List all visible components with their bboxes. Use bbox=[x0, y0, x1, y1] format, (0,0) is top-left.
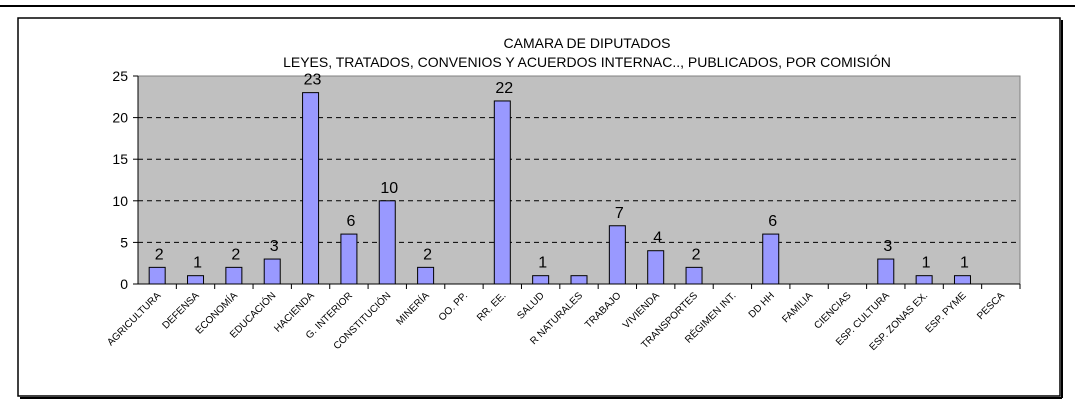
data-label: 3 bbox=[883, 238, 892, 255]
plot-area bbox=[137, 75, 1021, 285]
y-tick-label: 15 bbox=[112, 151, 128, 167]
bar bbox=[225, 266, 243, 285]
data-label: 1 bbox=[960, 255, 969, 272]
bar bbox=[915, 275, 933, 285]
bar bbox=[148, 266, 166, 285]
data-label: 7 bbox=[615, 205, 624, 222]
data-label: 1 bbox=[922, 255, 931, 272]
chart-title: CAMARA DE DIPUTADOS bbox=[504, 35, 671, 51]
bar bbox=[378, 200, 396, 285]
y-tick-label: 25 bbox=[112, 68, 128, 84]
bar bbox=[532, 275, 550, 285]
data-label: 23 bbox=[304, 72, 322, 89]
data-label: 1 bbox=[538, 255, 547, 272]
bar bbox=[493, 100, 511, 285]
y-tick-label: 10 bbox=[112, 193, 128, 209]
bar bbox=[570, 275, 588, 285]
data-label: 6 bbox=[346, 213, 355, 230]
y-tick-label: 0 bbox=[120, 276, 128, 292]
data-label: 3 bbox=[270, 238, 279, 255]
data-label: 22 bbox=[495, 80, 513, 97]
bar bbox=[187, 275, 205, 285]
chart-subtitle: LEYES, TRATADOS, CONVENIOS Y ACUERDOS IN… bbox=[283, 54, 891, 70]
bar bbox=[685, 266, 703, 285]
bar bbox=[877, 258, 895, 285]
bar bbox=[340, 233, 358, 285]
bar bbox=[263, 258, 281, 285]
bar bbox=[608, 225, 626, 285]
bar bbox=[302, 92, 320, 285]
bar bbox=[417, 266, 435, 285]
data-label: 4 bbox=[653, 230, 662, 247]
y-tick-label: 5 bbox=[120, 234, 128, 250]
data-label: 10 bbox=[380, 180, 398, 197]
data-label: 2 bbox=[231, 246, 240, 263]
chart-frame bbox=[17, 17, 1061, 397]
bar bbox=[953, 275, 971, 285]
y-tick-label: 20 bbox=[112, 110, 128, 126]
data-label: 1 bbox=[193, 255, 202, 272]
data-label: 2 bbox=[155, 246, 164, 263]
bar bbox=[647, 250, 665, 285]
bar bbox=[762, 233, 780, 285]
data-label: 6 bbox=[768, 213, 777, 230]
data-label: 2 bbox=[692, 246, 701, 263]
data-label: 2 bbox=[423, 246, 432, 263]
